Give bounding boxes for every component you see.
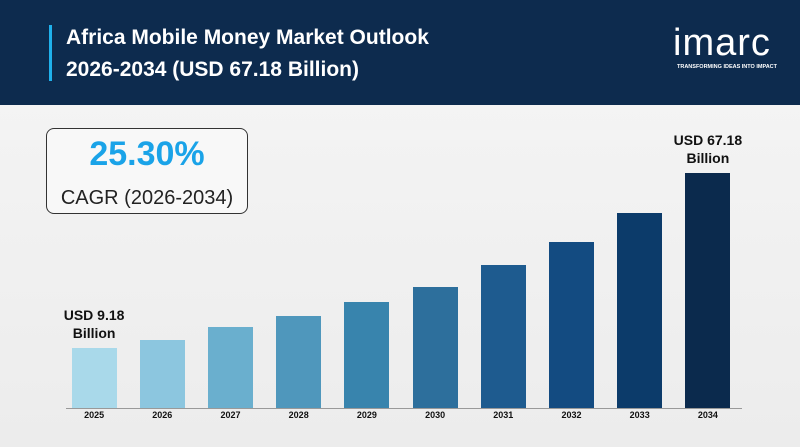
value-label: USD 9.18 Billion (63, 307, 125, 341)
bar (208, 327, 253, 408)
bar (344, 302, 390, 408)
baseline (66, 408, 742, 409)
x-tick-label: 2034 (697, 410, 718, 420)
x-tick-label: 2026 (152, 410, 173, 420)
cagr-box: 25.30% CAGR (2026-2034) (46, 128, 248, 214)
accent-bar (49, 25, 52, 81)
brand-tagline: TRANSFORMING IDEAS INTO IMPACT (677, 64, 778, 70)
x-tick-label: 2029 (356, 410, 377, 420)
x-tick-label: 2032 (561, 410, 582, 420)
x-tick-label: 2028 (288, 410, 309, 420)
bar (685, 173, 731, 408)
x-tick-label: 2025 (84, 410, 105, 420)
x-tick-label: 2033 (629, 410, 650, 420)
header: Africa Mobile Money Market Outlook 2026-… (0, 0, 800, 105)
bar (276, 315, 322, 408)
x-tick-label: 2027 (220, 410, 241, 420)
bar (139, 340, 185, 408)
brand-logo: imarc (673, 22, 771, 64)
value-label: USD 67.18 Billion (673, 132, 743, 166)
title: Africa Mobile Money Market Outlook (66, 26, 429, 49)
x-tick-label: 2031 (493, 410, 514, 420)
x-tick-label: 2030 (425, 410, 446, 420)
bar (412, 286, 458, 408)
cagr-label: CAGR (2026-2034) (60, 187, 234, 209)
bar (71, 348, 117, 408)
cagr-value: 25.30% (89, 135, 205, 173)
bar (480, 264, 526, 408)
bar (549, 242, 594, 408)
subtitle: 2026-2034 (USD 67.18 Billion) (66, 58, 359, 81)
bar (617, 213, 663, 408)
